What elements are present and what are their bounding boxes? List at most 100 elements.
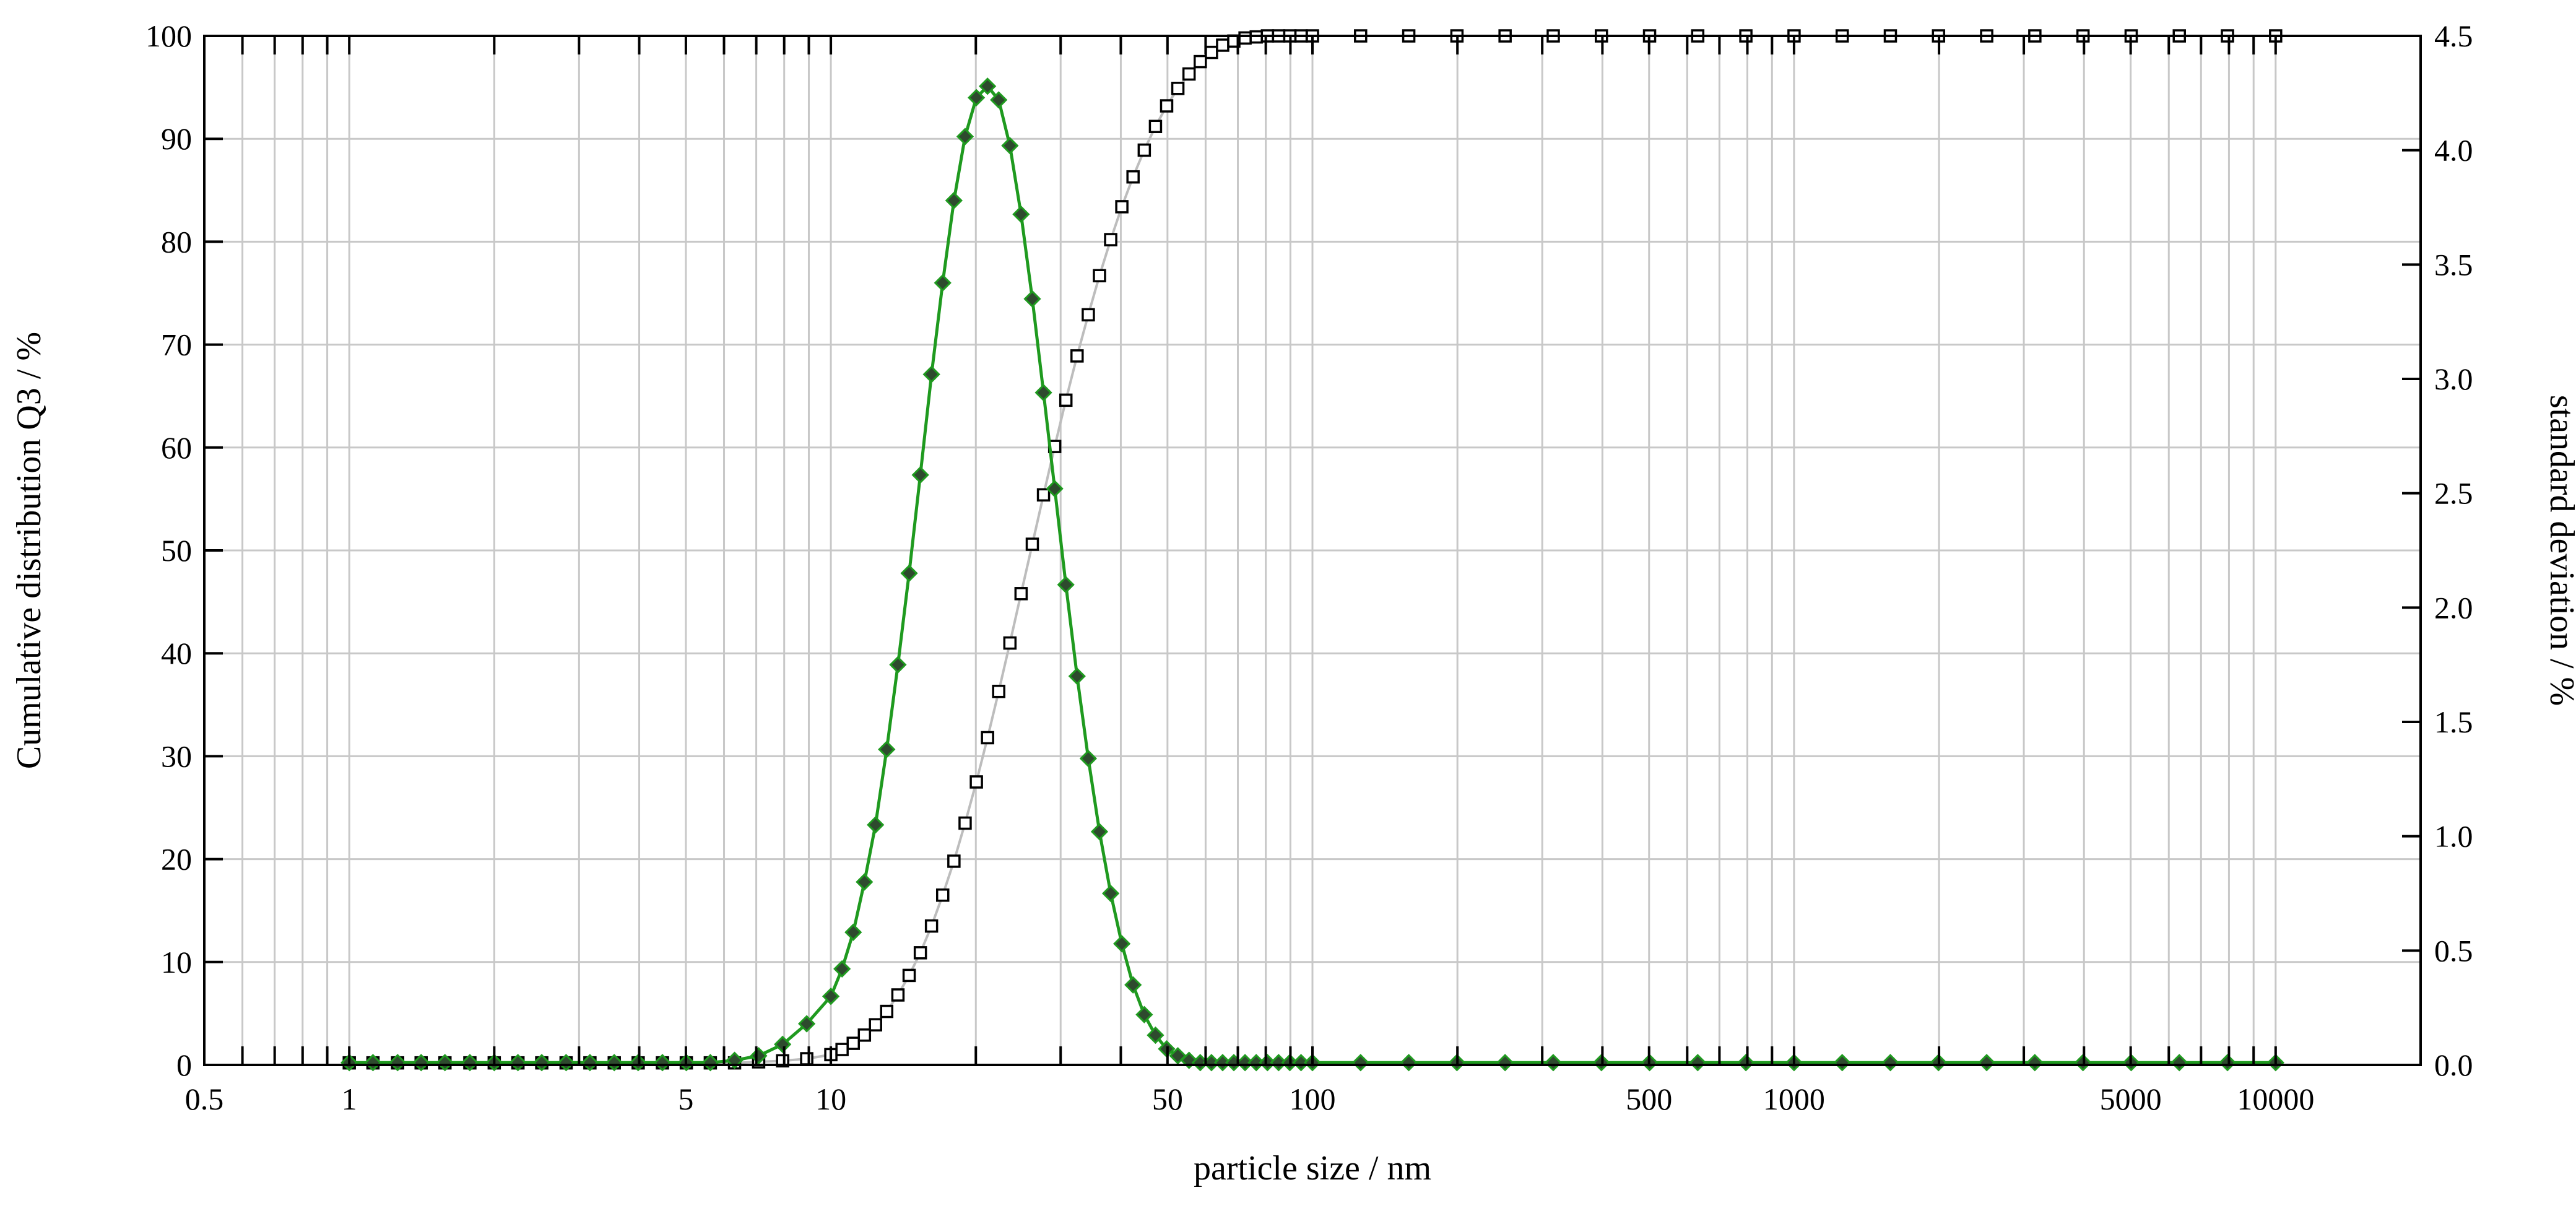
data-point	[924, 919, 939, 933]
data-point	[913, 946, 927, 960]
data-point	[869, 1018, 882, 1031]
data-point	[935, 888, 950, 902]
y-left-tick-label: 0	[176, 1048, 192, 1082]
y-left-tick-label: 90	[161, 121, 192, 156]
data-point	[979, 77, 997, 95]
x-axis-title: particle size / nm	[1194, 1149, 1431, 1188]
y-left-tick-label: 20	[161, 842, 192, 877]
data-point	[891, 988, 905, 1002]
y-left-tick-label: 80	[161, 224, 192, 259]
y-right-axis-title: standard deviation / %	[2543, 395, 2576, 706]
data-point	[1034, 384, 1052, 402]
x-tick-label: 10	[815, 1082, 846, 1116]
data-point	[1171, 82, 1185, 95]
y-right-tick-label: 1.0	[2434, 819, 2473, 854]
y-right-tick-label: 4.0	[2434, 133, 2473, 168]
data-point	[1182, 67, 1196, 81]
data-point	[1148, 119, 1163, 134]
data-point	[1068, 667, 1086, 685]
data-point	[981, 731, 994, 745]
y-right-tick-label: 1.5	[2434, 705, 2473, 739]
data-point	[1205, 45, 1218, 59]
data-point	[1147, 1026, 1164, 1044]
data-point	[880, 1004, 894, 1018]
data-point	[1003, 636, 1017, 650]
data-point	[1496, 1054, 1514, 1072]
data-point	[581, 1054, 599, 1072]
y-right-tick-label: 2.0	[2434, 590, 2473, 625]
data-point	[922, 365, 940, 383]
data-point	[1101, 884, 1120, 903]
data-point	[750, 1047, 768, 1065]
data-point	[774, 1035, 792, 1053]
data-point	[902, 968, 916, 983]
data-point	[844, 923, 862, 941]
y-right-tick-label: 3.5	[2434, 247, 2473, 282]
data-point	[1238, 31, 1252, 45]
y-left-tick-label: 60	[161, 430, 192, 465]
x-tick-label: 50	[1152, 1082, 1183, 1116]
data-point	[867, 816, 885, 834]
y-right-tick-label: 4.5	[2434, 19, 2473, 53]
data-point	[1351, 1054, 1369, 1072]
series-1	[340, 77, 2284, 1072]
data-point	[1400, 1054, 1418, 1072]
data-point	[412, 1054, 430, 1072]
data-point	[969, 775, 983, 789]
data-point	[800, 1052, 813, 1066]
data-point	[1544, 1054, 1563, 1072]
x-tick-label: 0.5	[185, 1082, 224, 1116]
data-point	[1001, 137, 1019, 155]
x-tick-label: 5	[678, 1082, 693, 1116]
data-point	[958, 816, 972, 830]
y-left-tick-label: 10	[161, 945, 192, 979]
data-point	[701, 1054, 719, 1072]
data-point	[1292, 1054, 1310, 1072]
y-right-tick-label: 3.0	[2434, 362, 2473, 396]
data-point	[1090, 823, 1109, 841]
data-point	[461, 1054, 479, 1072]
data-point	[1082, 308, 1095, 322]
data-point	[1093, 269, 1106, 282]
data-point	[797, 1015, 816, 1033]
data-point	[1216, 38, 1229, 52]
data-point	[1124, 976, 1142, 994]
tick-labels: 0 10 20 30 40 50 60 70 80 90 100 0.0 0.5 1.0 1.5 2.0 2.5…	[145, 19, 2473, 1116]
x-tick-label: 1000	[1763, 1082, 1825, 1116]
data-point	[857, 1028, 872, 1042]
data-point	[1194, 54, 1207, 69]
y-left-axis-title: Cumulative distribution Q3 / %	[10, 332, 48, 769]
y-left-tick-label: 40	[161, 636, 192, 671]
x-tick-label: 10000	[2237, 1082, 2314, 1116]
data-point	[822, 988, 840, 1005]
data-point	[967, 89, 986, 106]
data-point	[956, 128, 974, 145]
data-point	[1113, 935, 1131, 953]
data-point	[1977, 1054, 1996, 1072]
ticks	[203, 35, 2422, 1066]
data-point	[557, 1054, 575, 1072]
data-point	[1737, 1054, 1755, 1072]
data-point	[532, 1054, 551, 1072]
data-point	[846, 1036, 861, 1050]
x-tick-label: 100	[1290, 1082, 1336, 1116]
data-point	[2171, 1054, 2188, 1072]
data-point	[1079, 749, 1098, 768]
data-point	[947, 854, 961, 868]
data-point	[1025, 537, 1039, 551]
data-point	[1014, 587, 1028, 601]
data-point	[1012, 205, 1030, 224]
data-point	[1036, 488, 1051, 502]
data-point	[911, 466, 929, 484]
y-right-tick-label: 0.0	[2434, 1048, 2473, 1082]
data-point	[945, 191, 963, 210]
data-point	[1881, 1054, 1899, 1072]
y-right-tick-label: 0.5	[2434, 933, 2473, 968]
data-point	[833, 960, 851, 978]
data-point	[1046, 480, 1064, 498]
data-point	[835, 1043, 849, 1056]
data-point	[436, 1054, 454, 1072]
data-point	[934, 274, 952, 292]
data-point	[1135, 1005, 1153, 1023]
